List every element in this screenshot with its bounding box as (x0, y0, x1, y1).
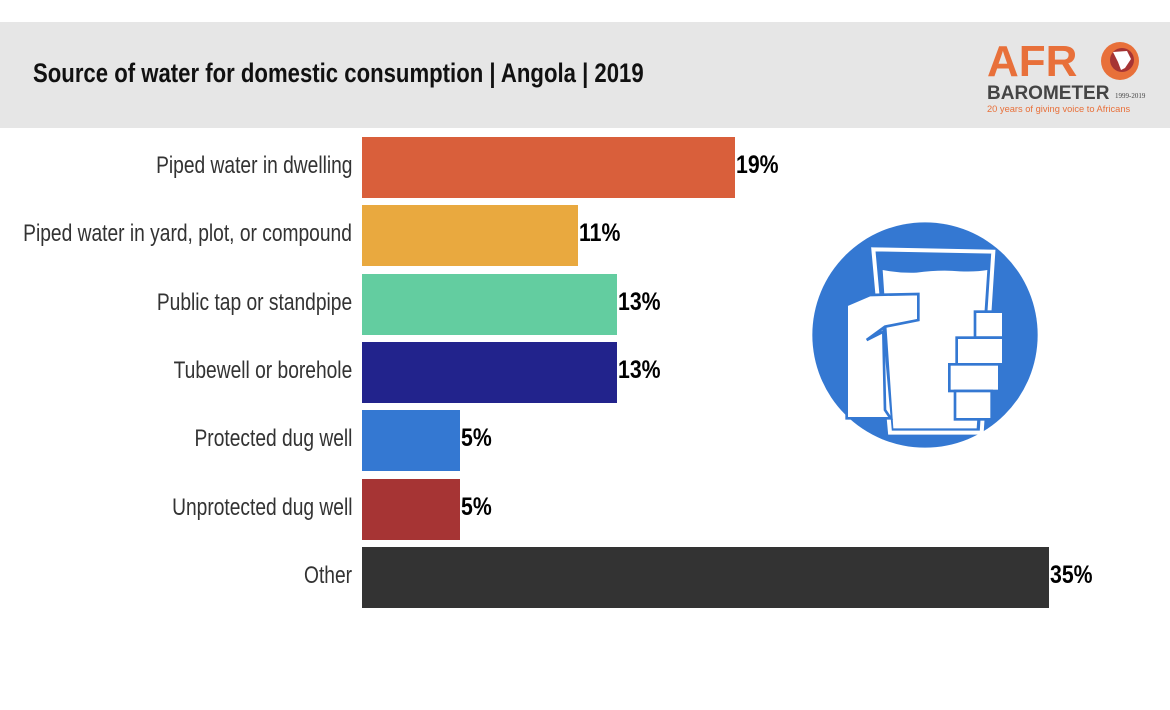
hand-holding-glass-of-water-icon (812, 222, 1038, 448)
category-label: Piped water in dwelling (155, 152, 352, 179)
value-label: 13% (618, 287, 661, 316)
header-band (0, 22, 1170, 128)
logo-tagline: 20 years of giving voice to Africans (987, 104, 1130, 114)
bar (362, 137, 735, 198)
category-label: Unprotected dug well (171, 493, 352, 521)
value-label: 11% (578, 219, 621, 248)
value-label: 5% (461, 424, 492, 453)
bar (362, 546, 1050, 608)
afrobarometer-logo: AFR BAROMETER 1999-2019 20 years of givi… (987, 37, 1146, 114)
value-label: 35% (1050, 560, 1093, 589)
category-label: Public tap or standpipe (156, 288, 352, 316)
category-label: Protected dug well (194, 425, 352, 453)
bar (362, 341, 618, 403)
logo-afro: AFR (987, 37, 1077, 86)
logo-barometer: BAROMETER (987, 83, 1110, 104)
value-label: 19% (735, 151, 779, 179)
logo-years: 1999-2019 (1115, 92, 1146, 100)
category-label: Piped water in yard, plot, or compound (23, 220, 352, 248)
category-label: Tubewell or borehole (173, 356, 352, 384)
chart-title: Source of water for domestic consumption… (33, 58, 644, 88)
category-label: Other (303, 561, 352, 589)
value-label: 5% (461, 492, 492, 521)
bar (362, 205, 578, 267)
value-label: 13% (618, 355, 661, 384)
bar (362, 478, 461, 540)
bar (362, 273, 618, 335)
bar (362, 410, 461, 472)
